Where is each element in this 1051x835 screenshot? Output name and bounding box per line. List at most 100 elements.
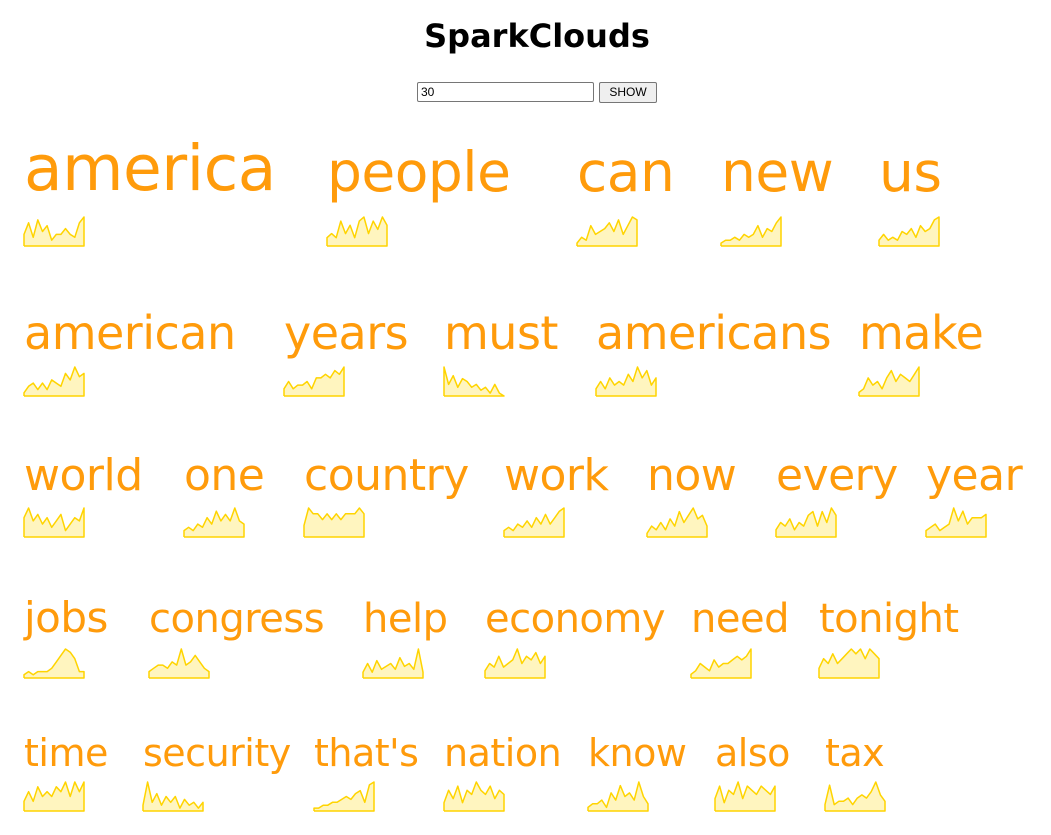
sparkline-line	[595, 366, 657, 397]
sparkline-area	[363, 649, 423, 678]
word-can[interactable]: can	[577, 139, 675, 204]
sparkline-line	[646, 507, 708, 538]
sparkline-area	[444, 367, 504, 396]
sparkline-america	[23, 216, 85, 247]
word-now[interactable]: now	[647, 450, 737, 502]
sparkline-line	[720, 216, 782, 247]
sparkline-world	[23, 507, 85, 538]
show-button[interactable]: SHOW	[599, 81, 657, 103]
sparkline-line	[858, 366, 920, 397]
sparkline-years	[283, 366, 345, 397]
sparkline-line	[824, 781, 886, 812]
sparkline-area	[24, 649, 84, 678]
sparkline-us	[878, 216, 940, 247]
word-americans[interactable]: americans	[596, 306, 832, 361]
word-need[interactable]: need	[691, 596, 789, 642]
sparkline-line	[690, 648, 752, 679]
sparkline-year	[925, 507, 987, 538]
sparkline-line	[326, 216, 388, 247]
word-new[interactable]: new	[721, 139, 834, 204]
word-must[interactable]: must	[444, 306, 558, 361]
sparkline-line	[587, 781, 649, 812]
word-economy[interactable]: economy	[485, 596, 666, 642]
sparkline-line	[925, 507, 987, 538]
word-also[interactable]: also	[715, 730, 790, 775]
sparkline-country	[303, 507, 365, 538]
word-years[interactable]: years	[284, 306, 409, 361]
word-work[interactable]: work	[504, 450, 609, 502]
sparkline-every	[775, 507, 837, 538]
word-every[interactable]: every	[776, 450, 898, 502]
sparkline-area	[143, 782, 203, 811]
sparkline-area	[184, 508, 244, 537]
word-people[interactable]: people	[327, 139, 511, 204]
sparkline-work	[503, 507, 565, 538]
sparkline-economy	[484, 648, 546, 679]
word-america[interactable]: america	[24, 132, 276, 206]
sparkline-congress	[148, 648, 210, 679]
sparkline-area	[577, 217, 637, 246]
sparkline-line	[283, 366, 345, 397]
sparkline-area	[284, 367, 344, 396]
sparkline-new	[720, 216, 782, 247]
sparkline-americans	[595, 366, 657, 397]
word-help[interactable]: help	[363, 596, 448, 642]
sparkline-tax	[824, 781, 886, 812]
sparkline-area	[24, 508, 84, 537]
sparkline-line	[303, 507, 365, 538]
sparkline-line	[775, 507, 837, 538]
sparkline-area	[149, 649, 209, 678]
sparkline-security	[142, 781, 204, 812]
sparkline-know	[587, 781, 649, 812]
sparkline-people	[326, 216, 388, 247]
word-count-input[interactable]	[417, 82, 594, 102]
word-american[interactable]: american	[24, 306, 236, 361]
sparkline-line	[23, 507, 85, 538]
sparkline-line	[818, 648, 880, 679]
sparkline-line	[23, 781, 85, 812]
word-world[interactable]: world	[24, 450, 143, 502]
word-jobs[interactable]: jobs	[24, 593, 108, 643]
sparkline-now	[646, 507, 708, 538]
word-that-s[interactable]: that's	[314, 730, 419, 775]
word-country[interactable]: country	[304, 450, 469, 502]
sparkline-area	[485, 649, 545, 678]
sparkline-line	[576, 216, 638, 247]
word-tonight[interactable]: tonight	[819, 596, 959, 642]
word-congress[interactable]: congress	[149, 596, 325, 642]
page-title: SparkClouds	[424, 17, 650, 55]
sparkline-line	[313, 781, 375, 812]
sparkline-area	[926, 508, 986, 537]
sparkline-line	[23, 648, 85, 679]
sparkline-line	[714, 781, 776, 812]
sparkline-line	[443, 781, 505, 812]
word-know[interactable]: know	[588, 730, 687, 775]
sparkline-line	[148, 648, 210, 679]
word-time[interactable]: time	[24, 730, 108, 775]
sparkline-time	[23, 781, 85, 812]
sparkline-line	[142, 781, 204, 812]
sparkline-area	[24, 782, 84, 811]
sparkline-need	[690, 648, 752, 679]
sparkline-line	[362, 648, 424, 679]
sparkline-nation	[443, 781, 505, 812]
controls-bar: SHOW	[417, 81, 657, 103]
sparkline-area	[314, 782, 374, 811]
word-security[interactable]: security	[143, 730, 291, 775]
word-one[interactable]: one	[184, 450, 265, 502]
sparkline-area	[304, 508, 364, 537]
sparkline-must	[443, 366, 505, 397]
sparkline-make	[858, 366, 920, 397]
sparkline-area	[24, 217, 84, 246]
word-us[interactable]: us	[879, 139, 942, 204]
word-nation[interactable]: nation	[444, 730, 562, 775]
sparkline-line	[484, 648, 546, 679]
sparkline-area	[715, 782, 775, 811]
sparkline-line	[503, 507, 565, 538]
word-year[interactable]: year	[926, 450, 1023, 502]
sparkline-area	[859, 367, 919, 396]
word-make[interactable]: make	[859, 306, 984, 361]
sparkline-that-s	[313, 781, 375, 812]
word-tax[interactable]: tax	[825, 730, 885, 775]
sparkline-line	[183, 507, 245, 538]
